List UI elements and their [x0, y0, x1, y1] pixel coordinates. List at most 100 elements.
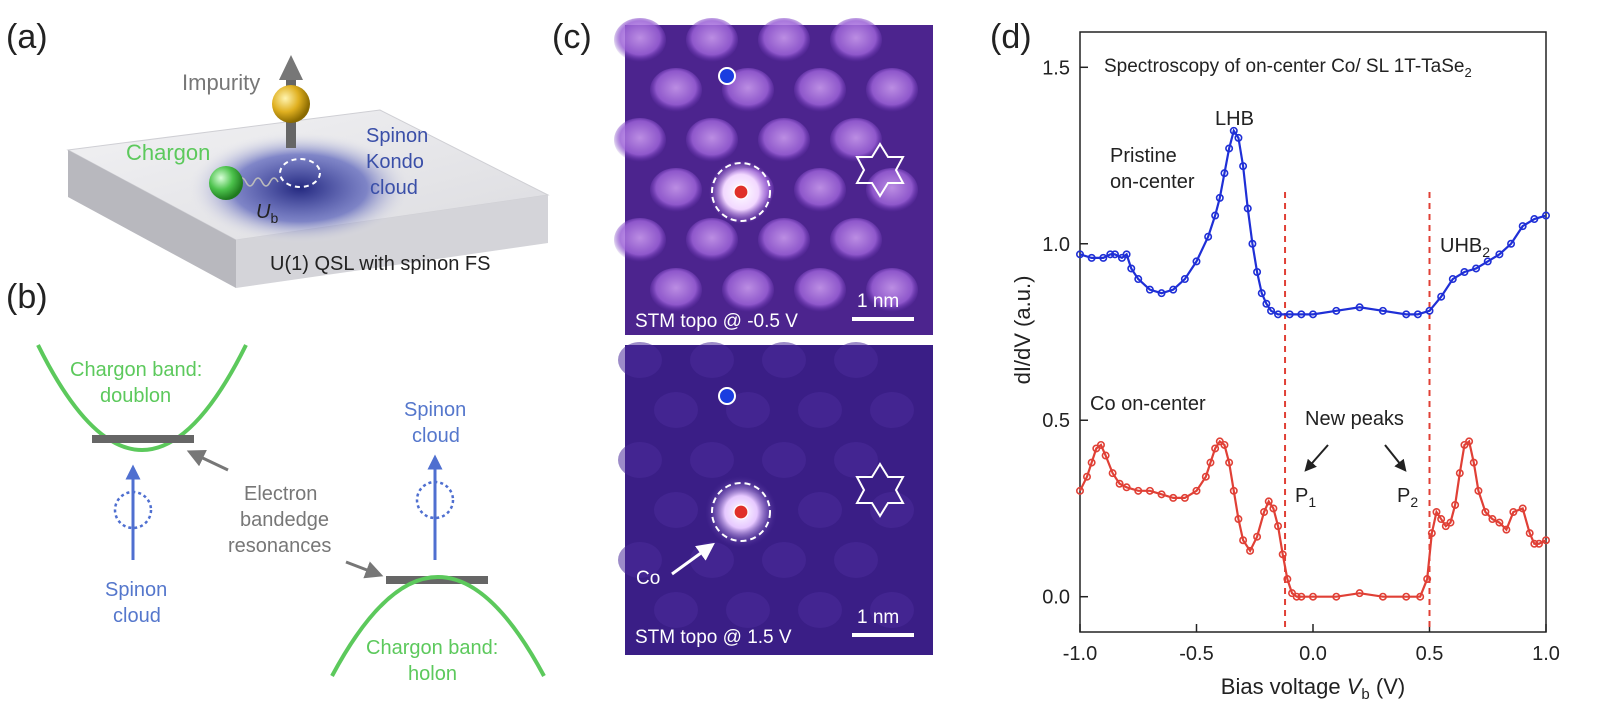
stm-lattice-blob	[762, 542, 806, 578]
spinon-right-line1: Spinon	[404, 399, 466, 421]
stm-image-top: 1 nm STM topo @ -0.5 V	[614, 18, 933, 335]
uhb-sub: 2	[1482, 244, 1490, 260]
x-tick-label: 0.5	[1416, 643, 1444, 665]
data-point	[1248, 239, 1257, 248]
plate-label: U(1) QSL with spinon FS	[270, 253, 490, 275]
data-point	[1122, 483, 1131, 492]
data-point	[1507, 239, 1516, 248]
data-point	[1469, 458, 1478, 467]
data-point	[1267, 306, 1276, 315]
data-point	[1285, 310, 1294, 319]
lhb-label: LHB	[1215, 108, 1254, 130]
stm-lattice-blob	[794, 268, 846, 312]
panel-b-label: (b)	[6, 278, 48, 316]
data-point	[1423, 575, 1432, 584]
stm-lattice-blob	[870, 592, 914, 628]
data-point	[1239, 536, 1248, 545]
data-point	[1096, 440, 1105, 449]
co-ring-bottom	[711, 482, 771, 542]
spinon-left-line1: Spinon	[105, 579, 167, 601]
data-point	[1220, 440, 1229, 449]
chargon-sphere	[209, 166, 243, 200]
data-point	[1542, 536, 1551, 545]
uhb-main: UHB	[1440, 235, 1482, 257]
data-point	[1192, 486, 1201, 495]
stm-lattice-blob	[618, 442, 662, 478]
data-point	[1509, 507, 1518, 516]
data-point	[1488, 515, 1497, 524]
data-point	[1378, 592, 1387, 601]
data-point	[1451, 500, 1460, 509]
co-marker-top	[733, 184, 749, 200]
data-point	[1234, 133, 1243, 142]
stm-lattice-blob	[762, 342, 806, 378]
bottom-band-line1: Chargon band:	[366, 637, 498, 659]
stm-lattice-blob	[758, 218, 810, 262]
x-tick-label: 1.0	[1532, 643, 1560, 665]
pristine-label-line1: Pristine	[1110, 145, 1177, 167]
y-axis-label: dI/dV (a.u.)	[1010, 276, 1035, 385]
data-point	[1402, 592, 1411, 601]
data-point	[1157, 289, 1166, 298]
data-point	[1465, 437, 1474, 446]
stm-image-bottom: Co 1 nm STM topo @ 1.5 V	[618, 342, 933, 655]
co-marker-bottom	[733, 504, 749, 520]
data-point	[1518, 222, 1527, 231]
stm-lattice-blob	[650, 268, 702, 312]
data-point	[1483, 257, 1492, 266]
data-point	[1225, 458, 1234, 467]
data-point	[1474, 486, 1483, 495]
data-point	[1481, 507, 1490, 516]
x-tick-label: 0.0	[1299, 643, 1327, 665]
data-point	[1225, 144, 1234, 153]
stm-lattice-blob	[830, 218, 882, 262]
data-point	[1416, 592, 1425, 601]
stm-lattice-blob	[870, 392, 914, 428]
data-point	[1332, 592, 1341, 601]
doublon-band	[36, 344, 248, 452]
data-point	[1535, 539, 1544, 548]
plot-frame	[1079, 31, 1547, 633]
co-label: Co	[636, 568, 660, 589]
co-series-label: Co on-center	[1090, 393, 1206, 415]
x-tick-label: -0.5	[1179, 643, 1213, 665]
data-point	[1274, 522, 1283, 531]
data-point	[1269, 504, 1278, 513]
ub-label: Ub	[256, 201, 278, 226]
ub-sub: b	[270, 210, 278, 226]
p2-main: P	[1397, 485, 1410, 507]
data-point	[1220, 169, 1229, 178]
data-point	[1122, 250, 1131, 259]
stm-lattice-blob	[690, 542, 734, 578]
series-line	[1079, 128, 1547, 316]
data-point	[1106, 250, 1115, 259]
impurity-spin-icon	[272, 55, 310, 148]
panel-d-label: (d)	[990, 18, 1032, 56]
stm-lattice-blob	[614, 118, 666, 162]
resonance-line3: resonances	[228, 535, 331, 557]
stm-lattice-blob	[614, 18, 666, 62]
spinon-kondo-line2: Kondo	[366, 151, 424, 173]
data-point	[1234, 515, 1243, 524]
data-point	[1087, 458, 1096, 467]
spinon-right-line2: cloud	[412, 425, 460, 447]
stm-lattice-blob	[614, 218, 666, 262]
holon-band	[330, 575, 546, 677]
data-point	[1145, 486, 1154, 495]
data-point	[1309, 592, 1318, 601]
stm-lattice-blob	[722, 268, 774, 312]
stm-lattice-blob	[686, 18, 738, 62]
data-point	[1427, 529, 1436, 538]
data-point	[1432, 507, 1441, 516]
stm-lattice-blob	[650, 68, 702, 112]
data-point	[1460, 267, 1469, 276]
co-arrow	[671, 542, 715, 576]
pristine-label-line2: on-center	[1110, 171, 1195, 193]
data-point	[1297, 310, 1306, 319]
arrow-p2	[1384, 444, 1407, 472]
panel-a-label: (a)	[6, 18, 48, 56]
data-point	[1134, 486, 1143, 495]
stm-lattice-blob	[686, 218, 738, 262]
binding-spring	[237, 177, 279, 187]
panel-d: (d) -1.0 -0.5 0.0 0.5 1.0 0.0 0.5 1.0 1.5 Spectr…	[990, 18, 1560, 703]
